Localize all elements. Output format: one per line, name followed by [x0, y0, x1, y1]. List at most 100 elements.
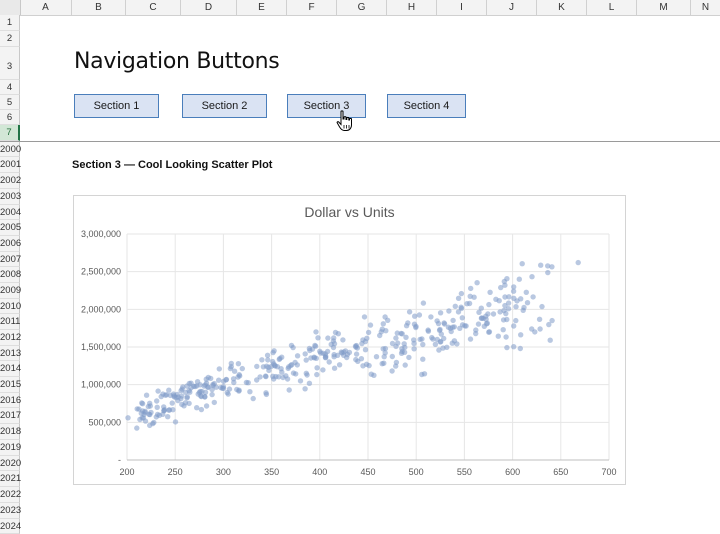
row-header-2016[interactable]: 2016	[0, 393, 22, 408]
scatter-point	[285, 365, 291, 372]
scatter-point	[403, 334, 409, 340]
scatter-point	[353, 344, 359, 350]
nav-button-section-2[interactable]: Section 2	[182, 94, 267, 118]
nav-button-section-4[interactable]: Section 4	[387, 94, 466, 118]
row-header-2002[interactable]: 2002	[0, 173, 21, 189]
row-header-2022[interactable]: 2022	[0, 487, 21, 503]
scatter-point	[518, 332, 524, 338]
x-tick-label: 550	[457, 467, 472, 477]
row-header-2007[interactable]: 2007	[0, 252, 22, 267]
scatter-point	[194, 379, 201, 385]
x-tick-label: 700	[601, 467, 616, 477]
column-header-c[interactable]: C	[126, 0, 181, 15]
scatter-point	[487, 289, 493, 295]
page-title: Navigation Buttons	[74, 49, 280, 74]
row-header-7[interactable]: 7	[0, 125, 20, 141]
column-header-n[interactable]: N	[691, 0, 720, 15]
row-header-2000[interactable]: 2000	[0, 142, 22, 157]
scatter-point	[519, 261, 525, 267]
scatter-point	[428, 314, 434, 320]
row-header-2021[interactable]: 2021	[0, 471, 21, 487]
row-header-2003[interactable]: 2003	[0, 189, 21, 205]
column-header-g[interactable]: G	[337, 0, 387, 15]
scatter-point	[411, 340, 417, 347]
scatter-point	[379, 361, 385, 367]
column-header-l[interactable]: L	[587, 0, 637, 15]
row-header-2006[interactable]: 2006	[0, 236, 21, 252]
row-header-2012[interactable]: 2012	[0, 330, 21, 346]
scatter-point	[502, 282, 508, 288]
scatter-point	[160, 411, 166, 417]
scatter-point	[451, 338, 458, 344]
row-header-2009[interactable]: 2009	[0, 283, 21, 299]
row-header-2014[interactable]: 2014	[0, 361, 21, 377]
scatter-point	[286, 387, 292, 393]
scatter-point	[272, 363, 278, 369]
scatter-point	[483, 313, 489, 319]
row-header-2017[interactable]: 2017	[0, 408, 21, 424]
scatter-point	[513, 304, 519, 310]
scatter-point	[148, 409, 154, 416]
scatter-point	[203, 376, 209, 382]
row-header-2004[interactable]: 2004	[0, 205, 22, 220]
row-header-2008[interactable]: 2008	[0, 267, 21, 283]
row-header-6[interactable]: 6	[0, 110, 20, 125]
row-header-2005[interactable]: 2005	[0, 220, 21, 236]
scatter-point	[520, 307, 526, 313]
scatter-point	[304, 372, 310, 378]
scatter-point	[549, 317, 555, 324]
column-header-f[interactable]: F	[287, 0, 337, 15]
row-header-2001[interactable]: 2001	[0, 157, 21, 173]
row-header-4[interactable]: 4	[0, 80, 20, 95]
column-header-h[interactable]: H	[387, 0, 437, 15]
scatter-point	[498, 284, 504, 291]
scatter-point	[432, 341, 439, 347]
row-header-2024[interactable]: 2024	[0, 519, 22, 534]
scatter-point	[436, 347, 442, 353]
column-header-j[interactable]: J	[487, 0, 537, 15]
row-header-2010[interactable]: 2010	[0, 299, 22, 314]
scatter-point	[458, 290, 465, 297]
nav-button-section-3[interactable]: Section 3	[287, 94, 366, 118]
column-header-a[interactable]: A	[20, 0, 72, 15]
scatter-point	[184, 383, 190, 389]
scatter-point	[462, 323, 468, 329]
scatter-point	[500, 317, 507, 323]
column-header-e[interactable]: E	[237, 0, 287, 15]
scatter-point	[446, 308, 452, 314]
row-header-3[interactable]: 3	[0, 47, 20, 80]
row-header-2011[interactable]: 2011	[0, 314, 20, 330]
column-header-i[interactable]: I	[437, 0, 487, 15]
scatter-point	[264, 352, 271, 358]
scatter-point	[262, 373, 269, 379]
x-tick-label: 350	[264, 467, 279, 477]
scatter-point	[413, 324, 419, 331]
scatter-point	[546, 321, 552, 328]
select-all-corner[interactable]	[0, 0, 21, 15]
row-header-2[interactable]: 2	[0, 31, 20, 47]
row-header-1[interactable]: 1	[0, 15, 20, 31]
scatter-point	[437, 326, 443, 333]
row-header-5[interactable]: 5	[0, 95, 20, 110]
row-header-2023[interactable]: 2023	[0, 503, 21, 519]
scatter-point	[205, 384, 211, 390]
scatter-point	[227, 365, 234, 372]
row-header-2019[interactable]: 2019	[0, 440, 21, 456]
column-header-m[interactable]: M	[637, 0, 691, 15]
scatter-point	[434, 318, 440, 324]
scatter-point	[147, 422, 153, 429]
scatter-point	[294, 353, 301, 359]
scatter-chart[interactable]: Dollar vs Units - 500,000 1,000,000 1,500,0…	[73, 195, 626, 485]
column-header-d[interactable]: D	[181, 0, 237, 15]
column-header-k[interactable]: K	[537, 0, 587, 15]
scatter-point	[136, 406, 142, 412]
row-header-2020[interactable]: 2020	[0, 456, 22, 471]
nav-button-section-1[interactable]: Section 1	[74, 94, 159, 118]
scatter-point	[538, 262, 544, 268]
row-header-2015[interactable]: 2015	[0, 377, 21, 393]
column-header-b[interactable]: B	[72, 0, 126, 15]
row-header-2018[interactable]: 2018	[0, 424, 21, 440]
scatter-point	[259, 357, 265, 363]
scatter-point	[293, 371, 299, 377]
row-header-2013[interactable]: 2013	[0, 346, 22, 361]
